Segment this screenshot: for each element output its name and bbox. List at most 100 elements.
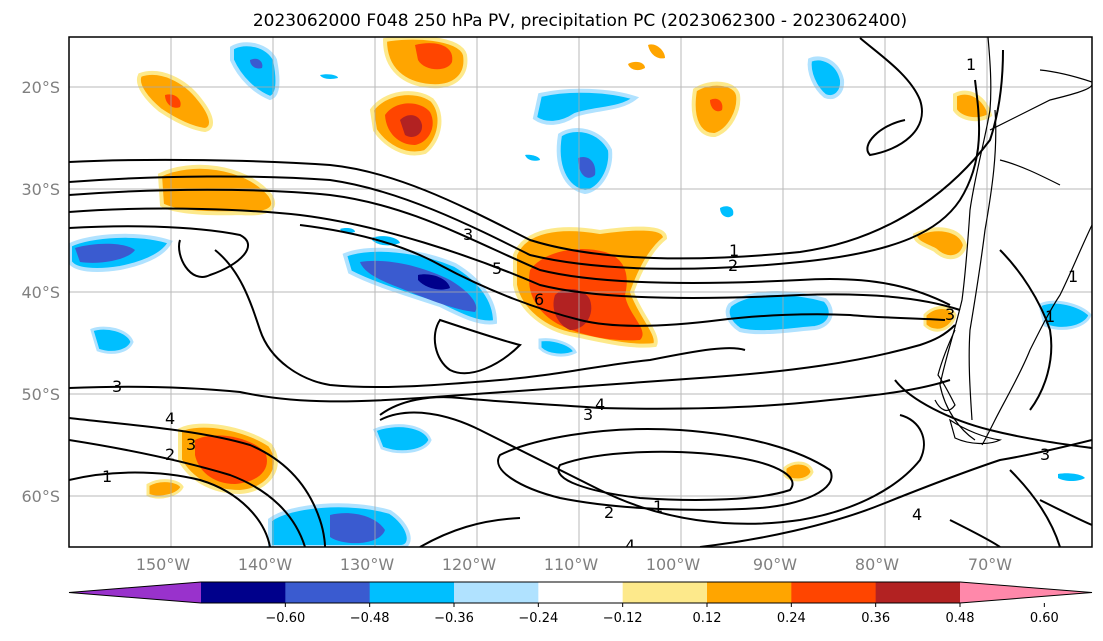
pv-contour-line (999, 249, 1053, 411)
contour-label: 4 (165, 409, 175, 428)
coastline (934, 37, 1092, 446)
colorbar-segment (791, 582, 877, 603)
latitude-labels: 20°S 30°S 40°S 50°S 60°S (21, 78, 60, 506)
colorbar-outline (68, 581, 1093, 604)
anomaly-negative-region (320, 74, 338, 79)
lon-label: 100°W (646, 555, 701, 574)
lat-label: 40°S (21, 283, 60, 302)
contour-label: 1 (966, 55, 976, 74)
colorbar-tick-label: 0.12 (693, 611, 722, 626)
lat-label: 30°S (21, 180, 60, 199)
colorbar-extend-low (69, 582, 201, 603)
colorbar-segment (454, 582, 539, 603)
contour-label: 3 (112, 377, 122, 396)
contour-label: 4 (625, 536, 635, 555)
anomaly-positive-inner (165, 94, 181, 108)
colorbar-segment (538, 582, 624, 603)
anomaly-negative-region (90, 326, 134, 354)
pv-contour-line (69, 207, 961, 311)
colorbar-tick-label: 0.48 (946, 611, 975, 626)
pv-contour-line (949, 519, 1001, 547)
lat-label: 50°S (21, 385, 60, 404)
contour-label: 3 (463, 225, 473, 244)
tierra-del-fuego (948, 418, 1003, 445)
colorbar-tick-label: 0.36 (861, 611, 890, 626)
colorbar-tick-label: −0.36 (434, 611, 474, 626)
lon-label: 120°W (442, 555, 497, 574)
pv-contour-line (1039, 499, 1092, 526)
map-frame (68, 36, 1093, 548)
contour-label: 1 (1068, 267, 1078, 286)
colorbar-extend-high (960, 582, 1092, 603)
figure-title: 2023062000 F048 250 hPa PV, precipitatio… (253, 11, 907, 31)
pv-contour-line (69, 49, 1004, 260)
colorbar-tick-label: −0.24 (518, 611, 558, 626)
anomaly-negative-region (373, 424, 432, 454)
anomaly-positive-inner (195, 435, 267, 484)
pv-contour-line (557, 450, 794, 501)
pv-contour-line (497, 428, 833, 511)
colorbar-segment (875, 582, 961, 603)
anomaly-positive-region (912, 227, 968, 260)
lon-label: 150°W (136, 555, 191, 574)
contour-label: 2 (604, 503, 614, 522)
colorbar-segment (707, 582, 792, 603)
pv-contour-line (859, 37, 923, 157)
anomaly-positive-region (953, 90, 993, 122)
contour-label: 1 (102, 467, 112, 486)
longitude-labels: 150°W 140°W 130°W 120°W 110°W 100°W 90°W… (136, 555, 1012, 574)
pv-contour-line (69, 225, 250, 278)
pv-contour-line (69, 417, 326, 547)
contour-label: 2 (728, 256, 738, 275)
contour-label: 3 (1040, 445, 1050, 464)
anomaly-positive-inner (400, 115, 423, 137)
contour-label: 1 (653, 497, 663, 516)
anomaly-positive-inner (415, 43, 453, 70)
anomaly-negative-inner (330, 513, 385, 544)
coast-south-america-east (981, 224, 1092, 446)
anomaly-negative-region (372, 236, 400, 246)
pv-contour-line (699, 439, 1092, 547)
colorbar-segment (369, 582, 455, 603)
colorbar-tick-label: −0.12 (603, 611, 643, 626)
pv-contour-line (69, 188, 951, 306)
pv-contour-line (214, 249, 746, 389)
lon-label: 130°W (340, 555, 395, 574)
anomaly-negative-inner (418, 274, 450, 290)
colorbar-segment (622, 582, 708, 603)
contour-label: 1 (729, 241, 739, 260)
lon-label: 140°W (238, 555, 293, 574)
contour-label: 3 (945, 305, 955, 324)
lon-label: 110°W (544, 555, 599, 574)
contour-labels: 3 5 6 1 2 3 4 3 1 2 1 2 3 4 4 3 4 1 3 1 … (102, 55, 1078, 555)
pv-contour-line (379, 379, 951, 416)
coast-south-america-west (939, 37, 992, 441)
pv-contours (69, 37, 1092, 547)
anomaly-negative-region (532, 88, 640, 125)
pv-contour-line (69, 471, 271, 547)
contour-label: 2 (165, 445, 175, 464)
anomaly-positive-inner (710, 98, 723, 112)
colorbar-tick-label: 0.24 (777, 611, 806, 626)
anomaly-negative-inner (250, 58, 263, 69)
map-content: 3 5 6 1 2 3 4 3 1 2 1 2 3 4 4 3 4 1 3 1 … (69, 37, 1092, 555)
anomaly-positive-region (628, 61, 645, 71)
colorbar-tick-label: 0.60 (1030, 611, 1059, 626)
lon-label: 70°W (968, 555, 1012, 574)
pv-contour-line (1009, 469, 1061, 547)
contour-label: 3 (186, 435, 196, 454)
contour-label: 4 (912, 505, 922, 524)
pv-contour-line (894, 379, 1092, 449)
lon-label: 90°W (753, 555, 797, 574)
pv-contour-line (69, 324, 956, 403)
graticule (69, 37, 1092, 547)
anomaly-positive-region (783, 461, 814, 482)
anomaly-negative-region (538, 338, 577, 357)
contour-label: 5 (492, 259, 502, 278)
colorbar-tick-label: −0.48 (350, 611, 390, 626)
colorbar-segment (285, 582, 371, 603)
border-inland (989, 84, 1092, 131)
anomaly-negative-region (1038, 300, 1092, 330)
precip-anomaly-shading (69, 37, 1092, 547)
